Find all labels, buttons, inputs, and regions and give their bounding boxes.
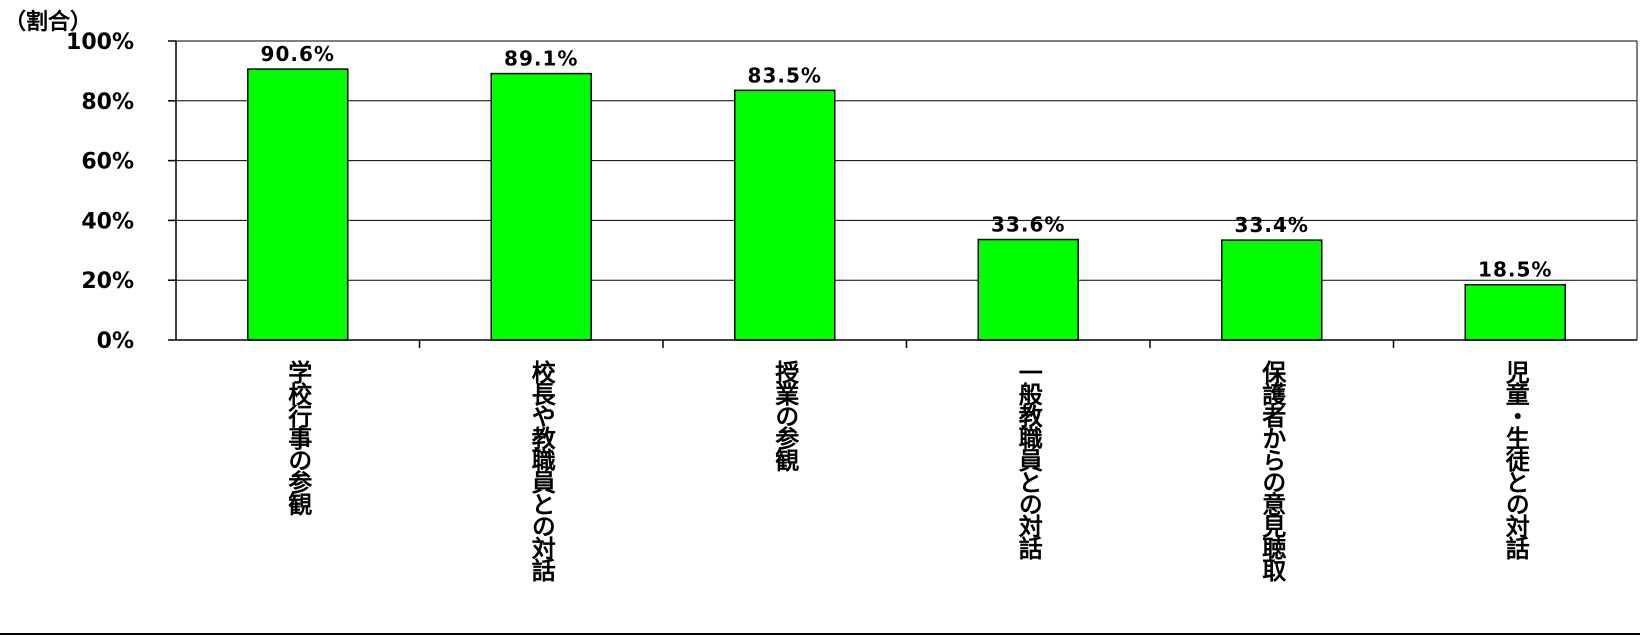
y-tick-label: 80% bbox=[81, 90, 134, 115]
bar bbox=[247, 68, 349, 341]
bar bbox=[1464, 283, 1566, 341]
y-tick-label: 60% bbox=[81, 150, 134, 175]
bar-value-label: 89.1% bbox=[504, 47, 578, 71]
category-label: 保護者からの意見聴取 bbox=[1257, 360, 1286, 580]
y-axis-unit-label: （割合） bbox=[4, 10, 93, 35]
y-tick-label: 100% bbox=[66, 30, 134, 55]
bar bbox=[490, 72, 592, 341]
y-tick-label: 20% bbox=[81, 269, 134, 294]
bar bbox=[1221, 239, 1323, 341]
category-label: 校長や教職員との対話 bbox=[527, 360, 556, 580]
category-label: 児童・生徒との対話 bbox=[1501, 360, 1530, 558]
bottom-divider bbox=[0, 633, 1640, 635]
bar-value-label: 83.5% bbox=[748, 63, 822, 87]
bar-value-label: 33.6% bbox=[991, 213, 1065, 237]
y-axis-ticks: 0% 20% 40% 60% 80% 100% bbox=[66, 30, 176, 354]
bar-value-label: 33.4% bbox=[1235, 213, 1309, 237]
bars bbox=[247, 68, 1566, 341]
y-tick-label: 40% bbox=[81, 209, 134, 234]
category-label: 授業の参観 bbox=[770, 360, 799, 470]
bar-value-label: 90.6% bbox=[261, 42, 335, 66]
bar bbox=[734, 89, 836, 341]
axes bbox=[175, 41, 1638, 348]
gridlines bbox=[176, 40, 1637, 281]
data-labels: 90.6% 89.1% 83.5% 33.6% 33.4% 18.5% bbox=[261, 42, 1552, 282]
category-label: 一般教職員との対話 bbox=[1014, 360, 1043, 558]
y-tick-label: 0% bbox=[97, 329, 134, 354]
bar bbox=[977, 238, 1079, 341]
category-label: 学校行事の参観 bbox=[283, 360, 312, 514]
bar-value-label: 18.5% bbox=[1478, 258, 1552, 282]
